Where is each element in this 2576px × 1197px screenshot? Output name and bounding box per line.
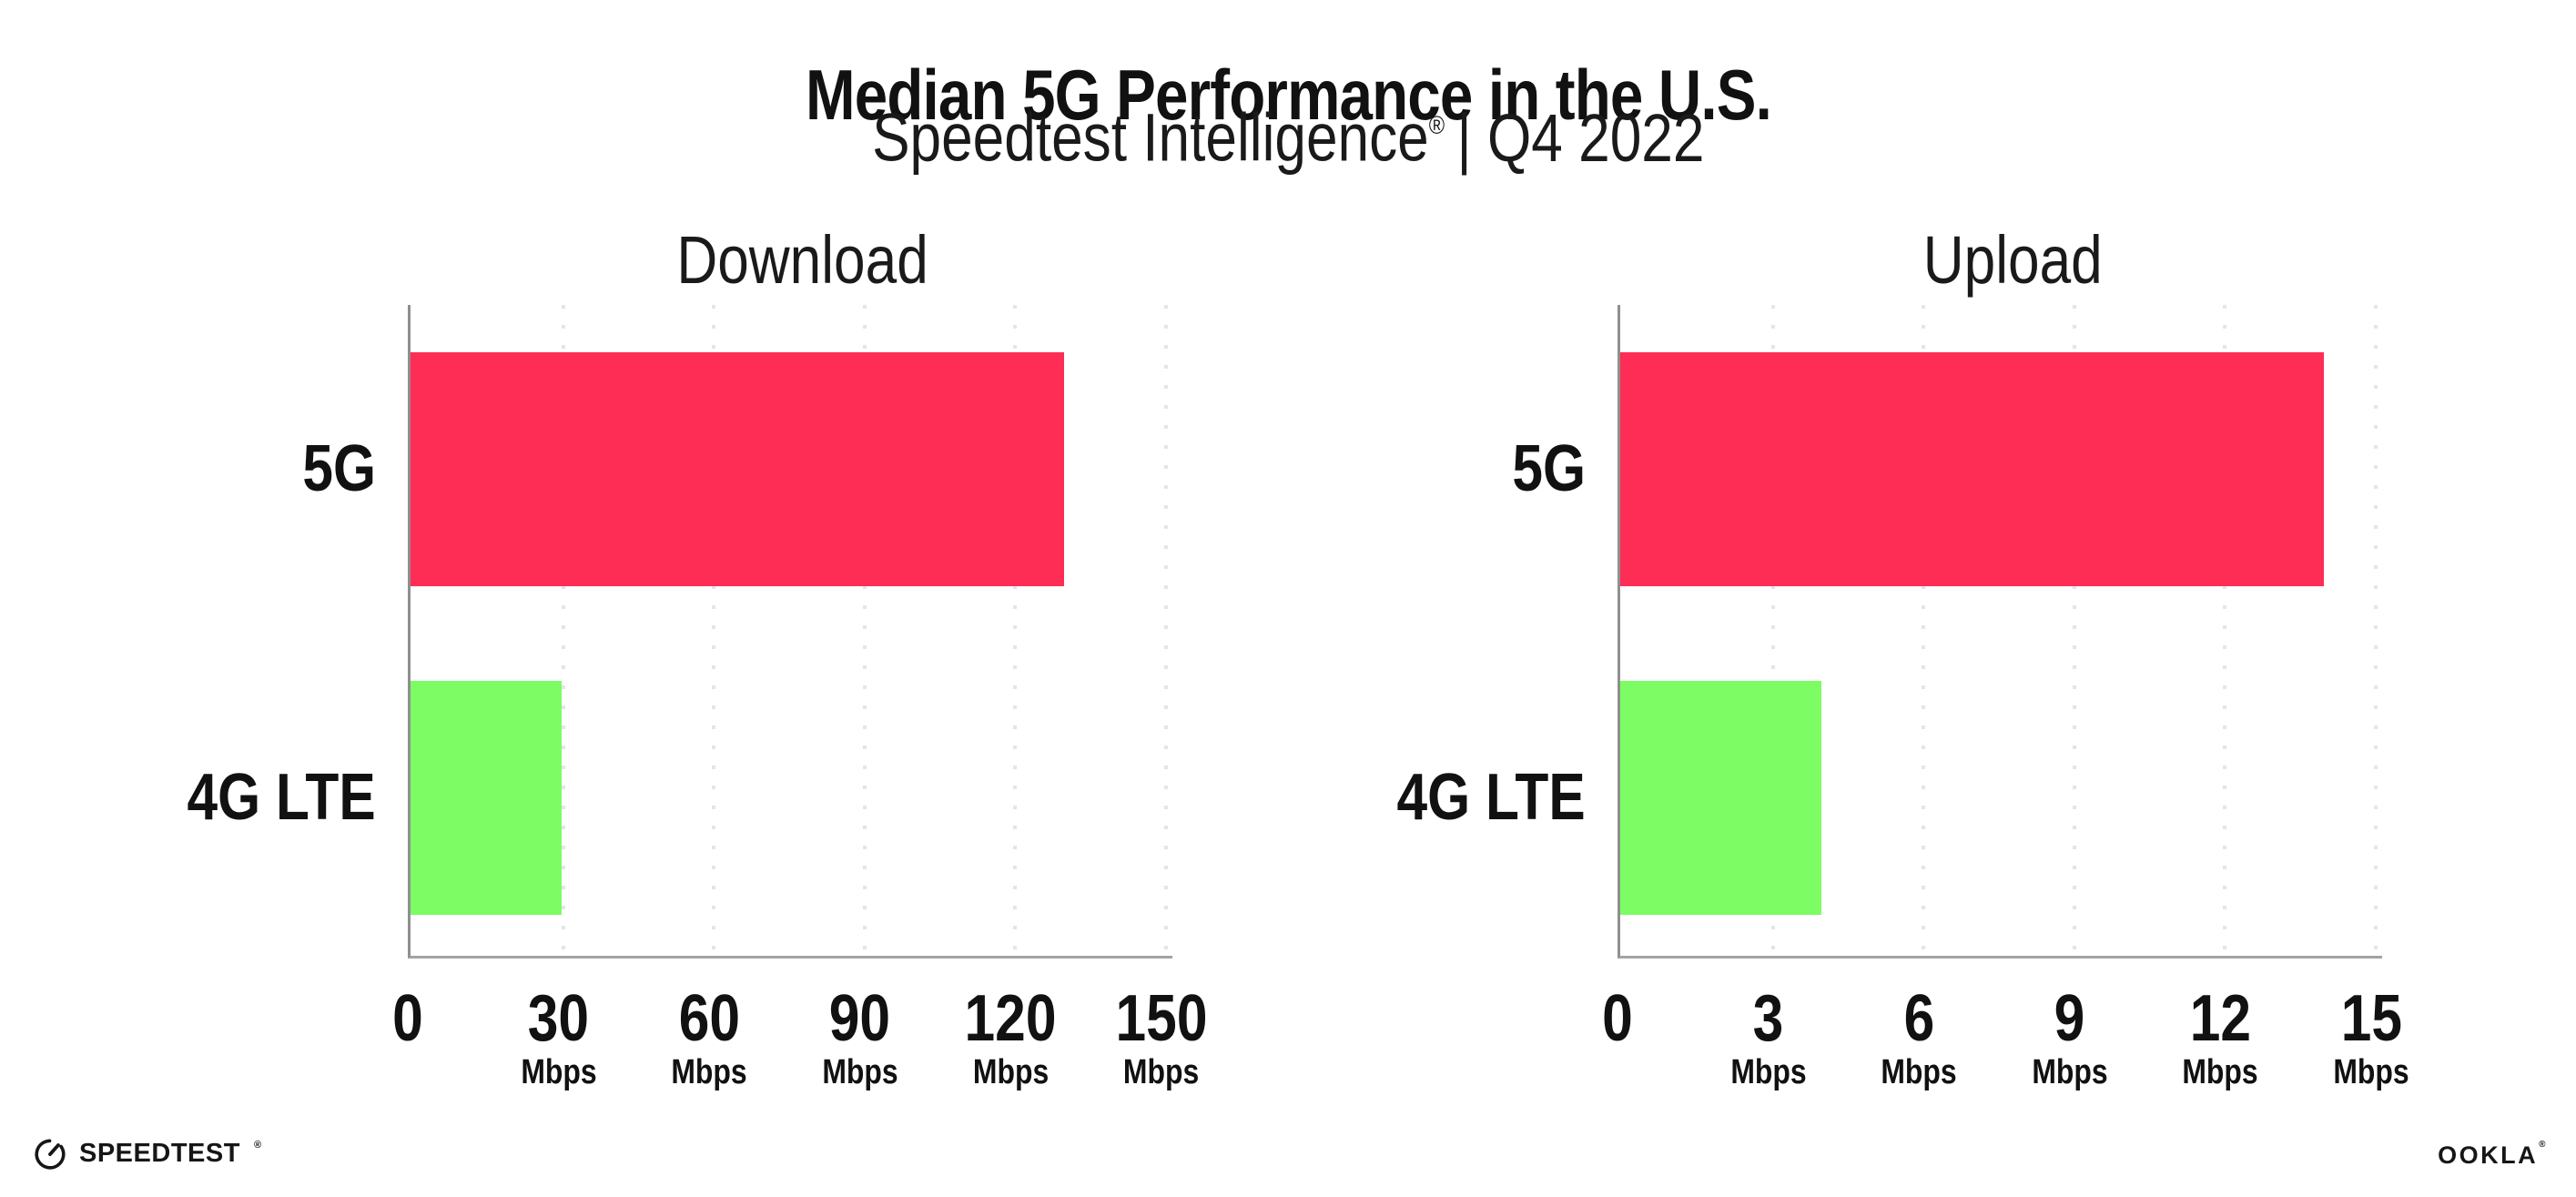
subtitle-brand: Speedtest Intelligence (871, 99, 1429, 176)
bar-5g-upload (1620, 352, 2324, 586)
subtitle: Speedtest Intelligence® | Q4 2022 (0, 87, 2576, 180)
x-tick-value: 60 (678, 982, 740, 1055)
speedtest-registered-mark: ® (253, 1140, 262, 1151)
bar-4g-lte-upload (1620, 681, 1821, 915)
x-tick-unit: Mbps (1729, 1053, 1807, 1091)
x-tick-value: 15 (2340, 982, 2402, 1055)
x-tick-unit: Mbps (1123, 1053, 1200, 1091)
upload-chart: Upload 5G 4G LTE 0 3 Mbps 6 Mbps 9 Mbps 12 Mbps 1… (1285, 0, 2409, 1197)
plot-area-download (408, 305, 1172, 959)
x-tick-value: 0 (392, 982, 423, 1055)
main-title-text: Median 5G Performance in the U.S. (805, 55, 1772, 136)
y-label-4g-lte-text: 4G LTE (1396, 761, 1586, 834)
x-tick-9: 9 Mbps (2024, 986, 2115, 1093)
x-tick-unit: Mbps (520, 1053, 597, 1091)
speedtest-gauge-icon (35, 1139, 66, 1170)
subtitle-period: | Q4 2022 (1456, 99, 1705, 176)
ookla-wordmark: OOKLA (2438, 1141, 2539, 1169)
x-tick-value: 0 (1602, 982, 1633, 1055)
chart-title-upload-text: Upload (1922, 222, 2103, 298)
y-label-4g-lte: 4G LTE (76, 756, 376, 838)
x-tick-value: 9 (2054, 982, 2085, 1055)
bar-4g-lte-download (411, 681, 562, 915)
x-tick-12: 12 Mbps (2175, 986, 2266, 1093)
main-title: Median 5G Performance in the U.S. (0, 55, 2576, 135)
x-tick-120: 120 Mbps (956, 986, 1065, 1093)
x-tick-unit: Mbps (1881, 1053, 1957, 1091)
x-tick-value: 120 (964, 982, 1057, 1055)
x-tick-value: 12 (2189, 982, 2252, 1055)
x-tick-6: 6 Mbps (1874, 986, 1964, 1093)
x-tick-value: 3 (1752, 982, 1784, 1055)
gridline-6 (1922, 305, 1926, 956)
gridline-120 (1013, 305, 1018, 956)
y-label-4g-lte: 4G LTE (1285, 756, 1586, 838)
gridline-30 (561, 305, 565, 956)
x-tick-150: 150 Mbps (1107, 986, 1216, 1093)
y-label-5g: 5G (76, 428, 376, 510)
speedtest-logo: SPEEDTEST ® (33, 1135, 262, 1172)
speedtest-wordmark: SPEEDTEST (79, 1138, 240, 1168)
ookla-logo: OOKLA® (2438, 1140, 2548, 1170)
gridline-15 (2374, 305, 2378, 956)
chart-title-download: Download (426, 222, 1180, 299)
x-tick-unit: Mbps (2182, 1053, 2259, 1091)
y-label-5g-text: 5G (302, 432, 376, 505)
x-tick-unit: Mbps (822, 1053, 898, 1091)
y-label-4g-lte-text: 4G LTE (187, 761, 376, 834)
chart-title-upload: Upload (1636, 222, 2389, 299)
y-label-5g: 5G (1285, 428, 1586, 510)
gridline-12 (2223, 305, 2227, 956)
x-tick-value: 150 (1115, 982, 1208, 1055)
x-tick-15: 15 Mbps (2326, 986, 2416, 1093)
y-label-5g-text: 5G (1512, 432, 1586, 505)
plot-area-upload (1618, 305, 2382, 959)
x-tick-value: 30 (527, 982, 590, 1055)
gridline-90 (862, 305, 867, 956)
chart-title-download-text: Download (676, 222, 929, 298)
x-tick-90: 90 Mbps (815, 986, 905, 1093)
gridline-150 (1164, 305, 1168, 956)
x-tick-3: 3 Mbps (1723, 986, 1813, 1093)
bar-5g-download (411, 352, 1064, 586)
x-tick-value: 6 (1903, 982, 1934, 1055)
x-tick-0: 0 (390, 986, 426, 1051)
gridline-9 (2072, 305, 2076, 956)
x-tick-unit: Mbps (972, 1053, 1050, 1091)
x-tick-unit: Mbps (2032, 1053, 2108, 1091)
download-chart: Download 5G 4G LTE 0 30 Mbps 60 Mbps 90 Mbps 12… (76, 0, 1208, 1197)
x-tick-unit: Mbps (671, 1053, 747, 1091)
registered-mark: ® (1428, 111, 1445, 139)
x-tick-60: 60 Mbps (664, 986, 755, 1093)
x-tick-0: 0 (1599, 986, 1636, 1051)
x-tick-unit: Mbps (2333, 1053, 2409, 1091)
gridline-3 (1770, 305, 1775, 956)
x-tick-value: 90 (829, 982, 891, 1055)
gridline-60 (712, 305, 716, 956)
ookla-registered-mark: ® (2539, 1140, 2548, 1150)
x-tick-30: 30 Mbps (513, 986, 603, 1093)
